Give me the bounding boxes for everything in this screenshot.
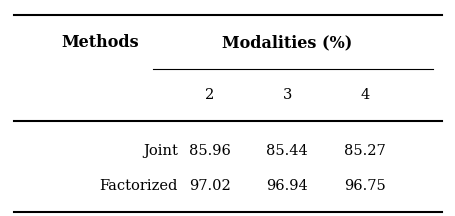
Text: Modalities (%): Modalities (%) <box>222 35 352 52</box>
Text: 2: 2 <box>205 88 214 102</box>
Text: 85.44: 85.44 <box>266 144 308 158</box>
Text: 96.94: 96.94 <box>266 179 308 193</box>
Text: 85.96: 85.96 <box>188 144 230 158</box>
Text: Factorized: Factorized <box>99 179 177 193</box>
Text: 97.02: 97.02 <box>188 179 230 193</box>
Text: Methods: Methods <box>61 34 139 51</box>
Text: 3: 3 <box>282 88 291 102</box>
Text: 85.27: 85.27 <box>343 144 385 158</box>
Text: 96.75: 96.75 <box>343 179 385 193</box>
Text: Joint: Joint <box>143 144 177 158</box>
Text: 4: 4 <box>359 88 369 102</box>
